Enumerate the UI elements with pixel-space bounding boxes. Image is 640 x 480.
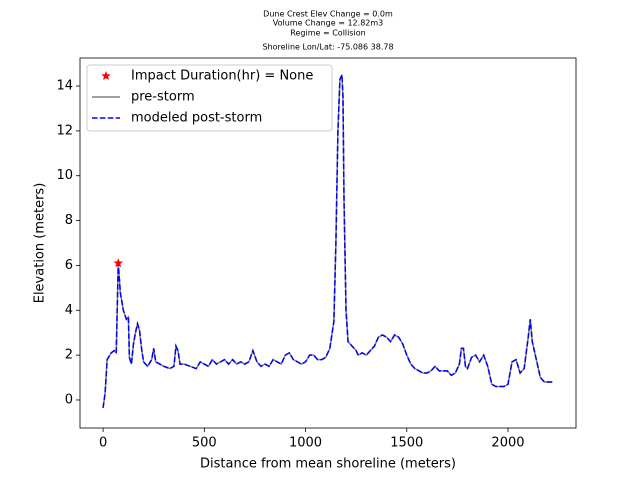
x-axis-label: Distance from mean shoreline (meters) [200,457,456,472]
line-series [102,74,553,408]
y-tick-label: 10 [56,168,73,183]
y-axis-label: Elevation (meters) [33,183,48,304]
legend: Impact Duration(hr) = None pre-storm model… [86,64,333,132]
chart-title: Dune Crest Elev Change = 0.0m [263,10,393,19]
chart-title: Regime = Collision [290,29,365,38]
legend-label: pre-storm [131,90,195,105]
y-tick-label: 2 [65,348,73,363]
plot-frame [79,57,577,429]
y-tick-label: 8 [65,213,73,228]
legend-label: Impact Duration(hr) = None [131,69,313,84]
chart-title: Volume Change = 12.82m3 [273,19,384,28]
y-tick-label: 12 [56,123,73,138]
y-tick-label: 6 [65,258,73,273]
x-tick-label: 0 [99,436,107,451]
legend-marker [101,71,111,81]
x-tick-label: 500 [192,436,217,451]
y-tick-label: 14 [56,79,73,94]
x-tick-label: 1500 [390,436,423,451]
legend-box [86,64,333,132]
x-tick-label: 1000 [289,436,322,451]
legend-label: modeled post-storm [131,111,262,126]
chart-title: Shoreline Lon/Lat: -75.086 38.78 [262,43,393,52]
x-tick-label: 2000 [491,436,524,451]
y-tick-label: 0 [65,392,73,407]
y-tick-label: 4 [65,303,73,318]
star-marker [113,258,124,268]
